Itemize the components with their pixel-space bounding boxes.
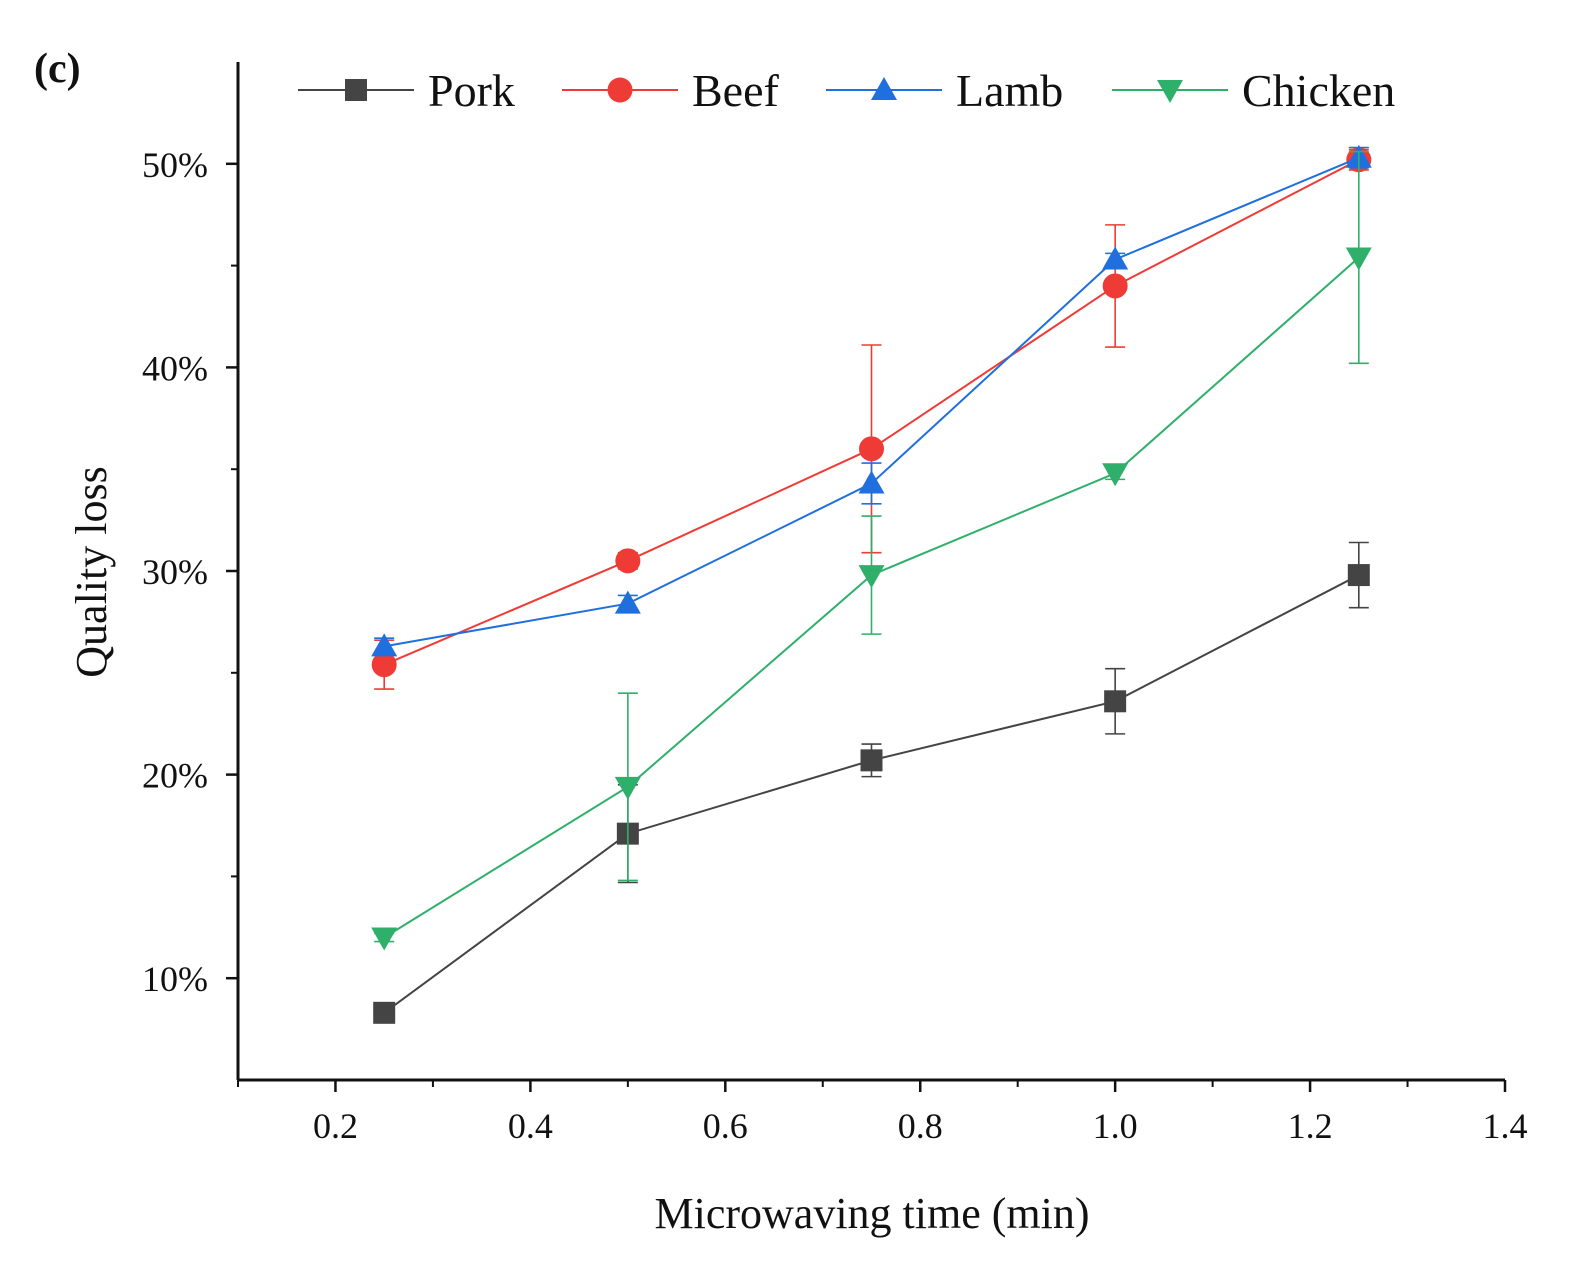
y-tick-label: 10% xyxy=(142,959,208,999)
x-tick-label: 0.4 xyxy=(508,1106,553,1146)
y-tick-label: 20% xyxy=(142,756,208,796)
beef-point xyxy=(859,436,884,462)
pork-point xyxy=(860,749,883,772)
x-tick-label: 0.8 xyxy=(898,1106,943,1146)
legend-item-lamb: Lamb xyxy=(826,65,1063,116)
chicken-point xyxy=(371,927,398,951)
axes: 0.2 0.4 0.6 0.8 1.0 1.2 1.4 10% 20% 30% 40% 50% xyxy=(142,62,1528,1146)
legend-marker-beef xyxy=(607,77,633,103)
series-layer xyxy=(371,144,1372,1024)
legend-item-chicken: Chicken xyxy=(1112,65,1395,116)
x-tick-label: 0.6 xyxy=(703,1106,748,1146)
chicken-point xyxy=(614,776,641,800)
beef-point xyxy=(615,548,641,574)
y-tick-label: 30% xyxy=(142,552,208,592)
lamb-point xyxy=(1102,246,1129,270)
series-chicken xyxy=(371,150,1372,951)
chicken-point xyxy=(858,565,885,589)
legend-label-beef: Beef xyxy=(692,65,780,116)
legend-label-pork: Pork xyxy=(428,65,515,116)
legend-marker-chicken xyxy=(1157,80,1183,103)
x-tick-label: 1.2 xyxy=(1288,1106,1333,1146)
lamb-point xyxy=(858,470,885,494)
y-axis-title: Quality loss xyxy=(67,466,116,677)
legend-label-lamb: Lamb xyxy=(956,65,1063,116)
legend-label-chicken: Chicken xyxy=(1242,65,1395,116)
y-tick-label: 50% xyxy=(142,145,208,185)
legend-item-beef: Beef xyxy=(562,65,780,116)
pork-point xyxy=(373,1001,396,1024)
x-tick-label: 1.4 xyxy=(1483,1106,1528,1146)
legend-item-pork: Pork xyxy=(298,65,515,116)
x-tick-label: 0.2 xyxy=(313,1106,358,1146)
x-axis-title: Microwaving time (min) xyxy=(654,1189,1089,1238)
panel-label: (c) xyxy=(34,46,81,92)
legend-marker-lamb xyxy=(871,77,897,100)
beef-point xyxy=(1102,273,1128,299)
legend: Pork Beef Lamb Chicken xyxy=(298,65,1395,116)
pork-point xyxy=(1104,690,1127,713)
chicken-point xyxy=(1102,463,1129,487)
lamb-point xyxy=(371,633,398,657)
lamb-point xyxy=(614,590,641,614)
beef-point xyxy=(371,652,397,678)
x-tick-label: 1.0 xyxy=(1093,1106,1138,1146)
series-lamb xyxy=(371,144,1372,657)
chicken-point xyxy=(1345,247,1372,271)
pork-line xyxy=(383,574,1360,1014)
legend-marker-pork xyxy=(345,79,367,101)
y-tick-label: 40% xyxy=(142,348,208,388)
pork-point xyxy=(1347,564,1370,587)
